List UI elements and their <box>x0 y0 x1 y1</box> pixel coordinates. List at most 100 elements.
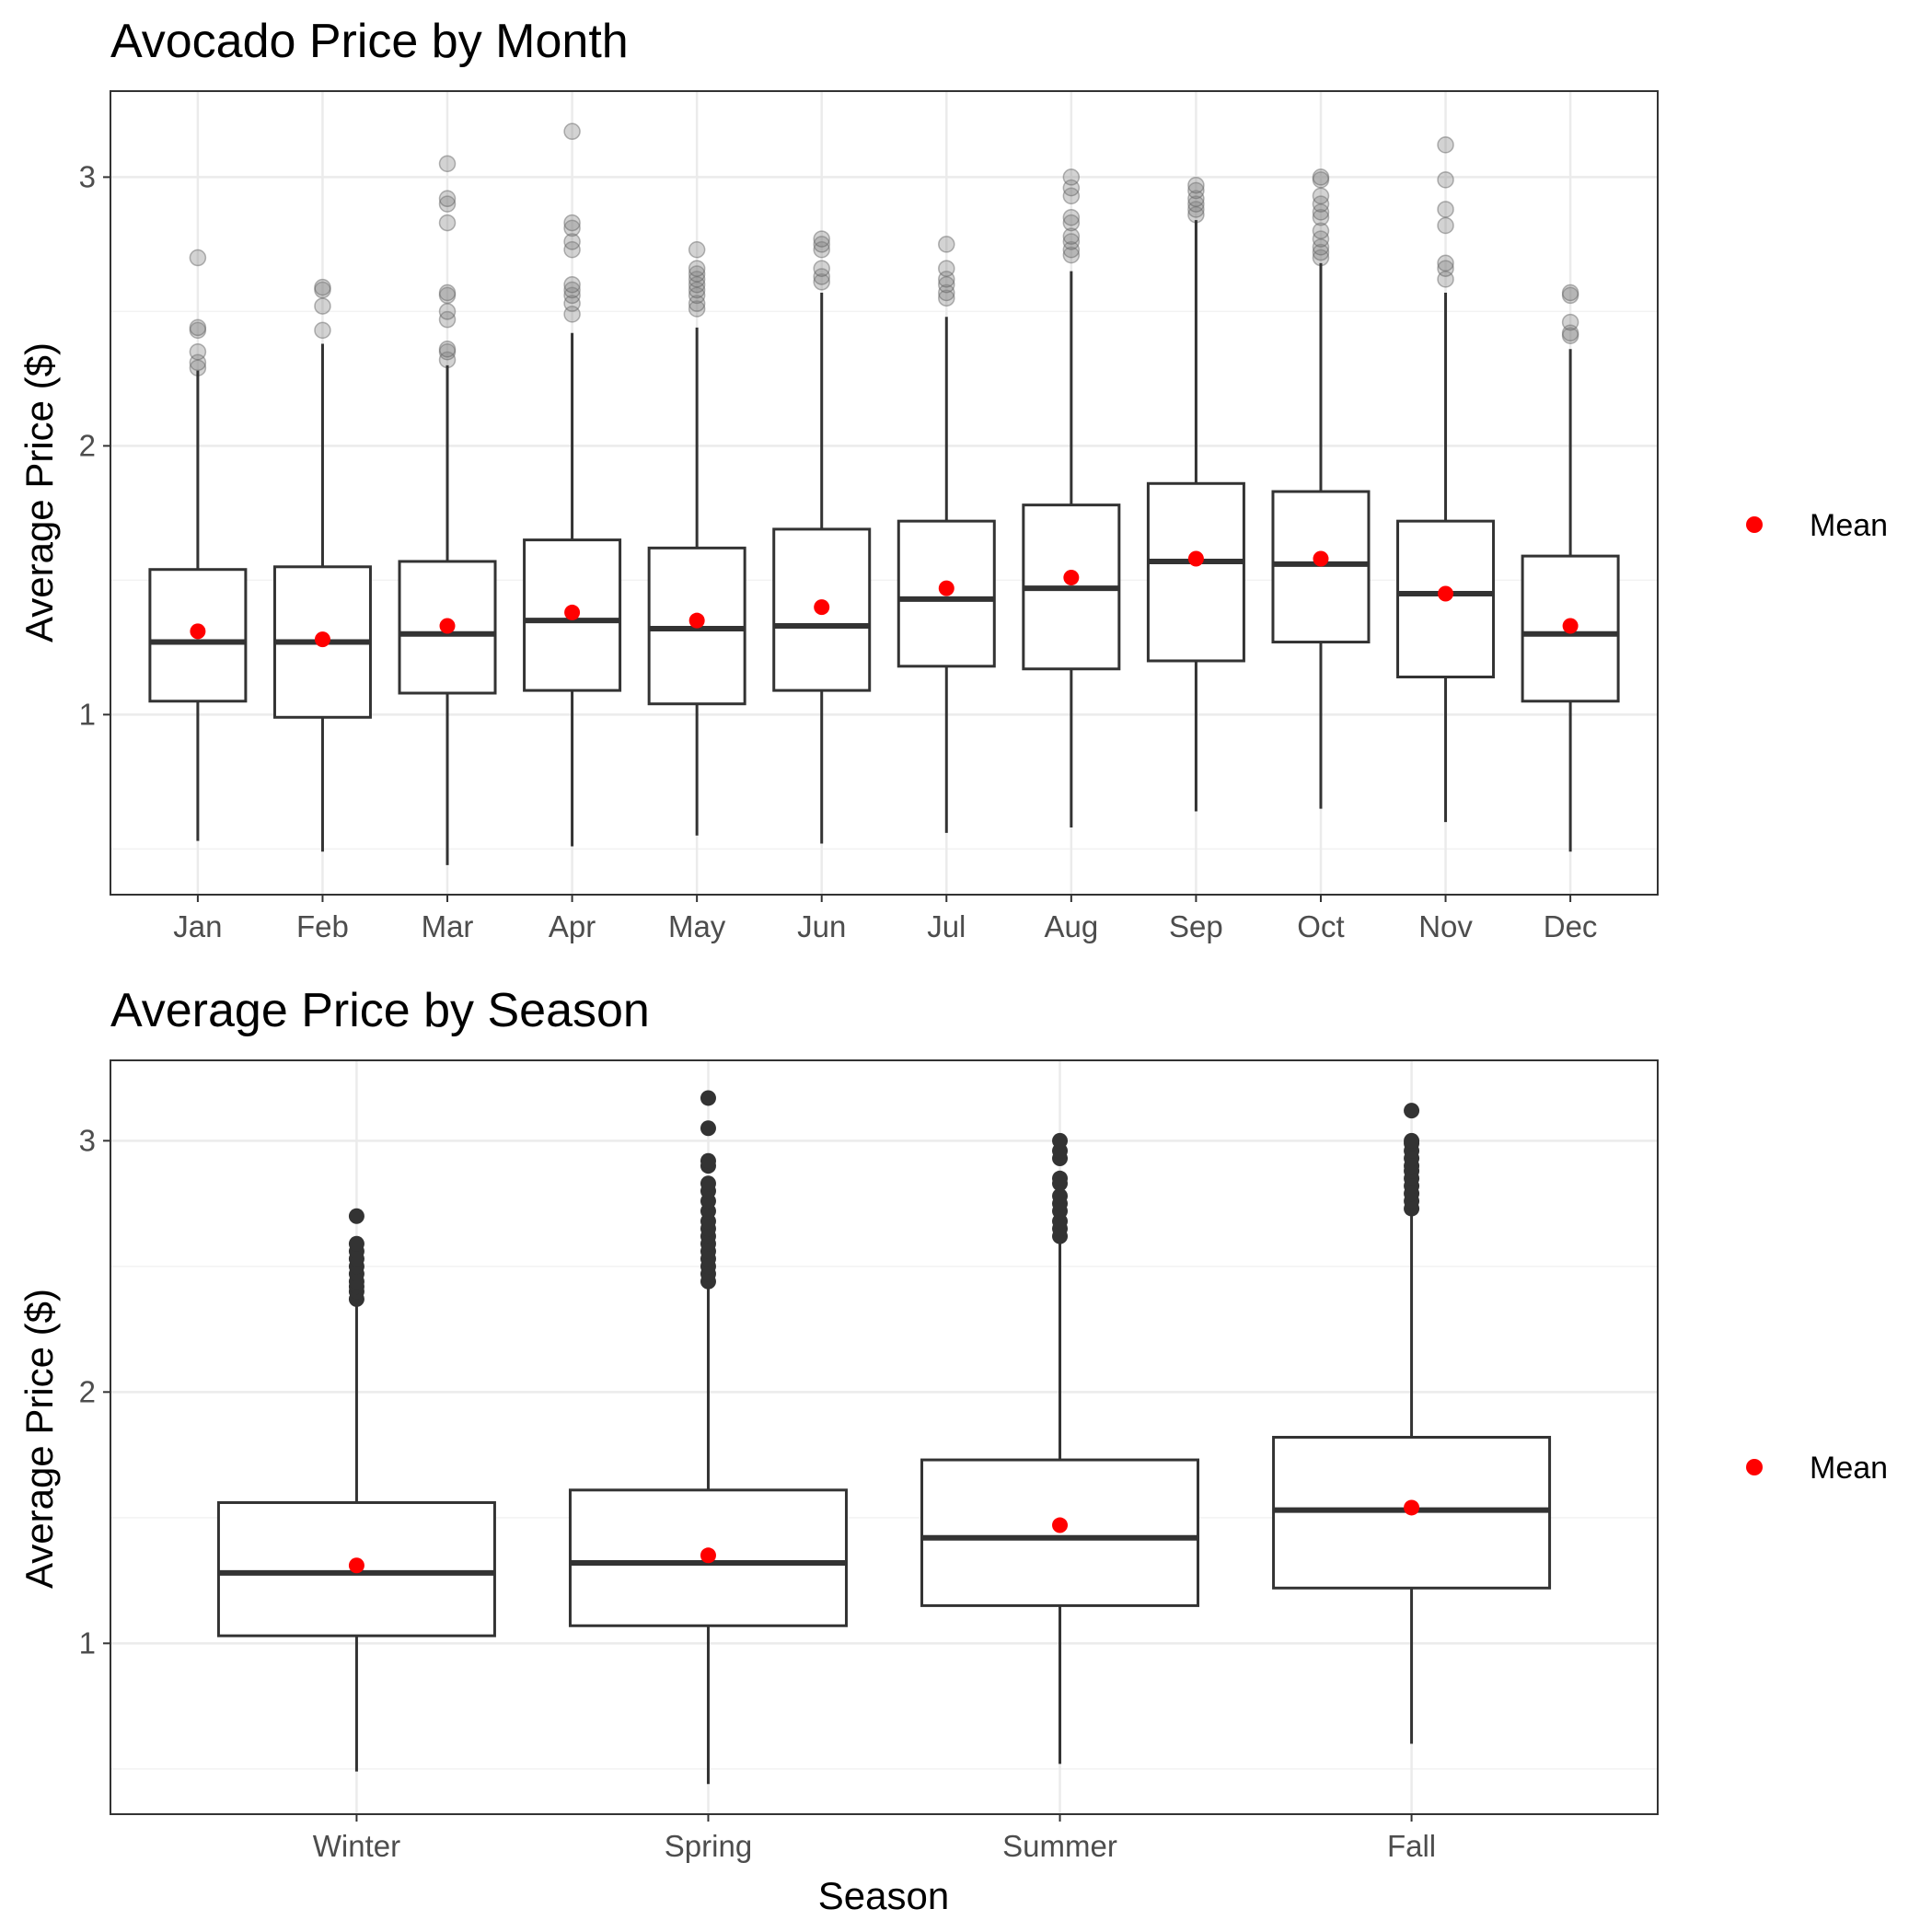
month-outlier-point <box>1312 195 1330 213</box>
month-outlier-point <box>1312 222 1330 240</box>
month-outlier-point <box>688 271 706 288</box>
month-x-tick-label-jan: Jan <box>173 909 222 943</box>
month-outlier-point <box>314 278 331 296</box>
season-box-fall <box>1272 1103 1552 1744</box>
season-mean-point <box>1052 1517 1069 1533</box>
season-chart-legend: Mean <box>1746 1451 1888 1486</box>
month-outlier-point <box>813 241 830 259</box>
month-y-tick-label: 2 <box>79 428 96 462</box>
month-outlier-point <box>688 275 706 294</box>
month-outlier-point <box>563 241 581 259</box>
month-outlier-point <box>938 260 955 277</box>
season-x-tick-label-fall: Fall <box>1387 1829 1436 1863</box>
month-outlier-point <box>189 249 207 267</box>
month-outlier-point <box>438 341 457 358</box>
month-x-tick-label-aug: Aug <box>1044 909 1098 943</box>
month-mean-point <box>1313 550 1329 567</box>
season-chart-axes: 1 2 3 Winter Spring Summer Fall <box>79 1123 1437 1863</box>
season-outlier-point <box>700 1152 716 1169</box>
month-outlier-point <box>813 273 830 291</box>
month-outlier-point <box>563 219 581 237</box>
month-x-tick-label-jul: Jul <box>927 909 966 943</box>
month-outlier-point <box>1062 233 1081 250</box>
month-x-tick-label-oct: Oct <box>1297 909 1344 943</box>
season-chart: Average Price by Season 1 2 3 Winter Spring S… <box>17 984 1888 1917</box>
month-outlier-point <box>688 260 706 277</box>
month-outlier-point <box>1561 313 1579 331</box>
season-outlier-point <box>1052 1170 1069 1186</box>
season-outlier-point <box>700 1175 716 1192</box>
month-outlier-point <box>938 275 955 294</box>
season-outlier-point <box>348 1235 364 1252</box>
month-outlier-point <box>1561 327 1579 344</box>
month-outlier-point <box>1187 195 1205 213</box>
month-mean-point <box>314 631 330 648</box>
season-mean-point <box>1404 1499 1420 1516</box>
month-outlier-point <box>1187 176 1205 194</box>
month-outlier-point <box>688 286 706 305</box>
month-chart-axes: 1 2 3 Jan Feb Mar Apr May Jun Jul Aug Sep Oct Nov Dec <box>79 159 1598 943</box>
month-mean-point <box>1562 618 1579 634</box>
month-panel-background <box>110 91 1658 895</box>
season-box-winter <box>216 1208 496 1772</box>
month-outlier-point <box>438 214 457 232</box>
month-outlier-point <box>813 230 830 248</box>
month-outlier-point <box>189 353 207 372</box>
month-outlier-point <box>688 241 706 259</box>
month-mean-point <box>1063 569 1080 585</box>
season-chart-title: Average Price by Season <box>110 984 650 1037</box>
month-outlier-point <box>438 342 457 361</box>
month-outlier-point <box>1312 171 1330 189</box>
month-outlier-point <box>938 271 955 288</box>
month-outlier-point <box>314 321 331 340</box>
month-legend-mean-label: Mean <box>1810 508 1888 543</box>
month-outlier-point <box>1312 230 1330 248</box>
month-x-tick-label-jun: Jun <box>797 909 846 943</box>
month-mean-point <box>1187 550 1204 567</box>
month-outlier-point <box>813 260 830 277</box>
season-box-spring <box>568 1090 848 1785</box>
month-outlier-point <box>438 283 457 302</box>
month-outlier-point <box>1312 187 1330 205</box>
season-chart-panel-border <box>110 1059 1659 1815</box>
month-iqr-box <box>523 538 622 692</box>
season-legend-mean-key <box>1746 1459 1763 1475</box>
month-outlier-point <box>563 306 581 323</box>
month-box-jul <box>897 236 996 833</box>
month-outlier-point <box>438 190 457 208</box>
season-x-tick-label-winter: Winter <box>313 1829 400 1863</box>
month-outlier-point <box>563 214 581 232</box>
month-outlier-point <box>1561 324 1579 342</box>
season-chart-x-axis-title: Season <box>818 1874 949 1917</box>
season-y-tick-label: 2 <box>79 1374 96 1408</box>
month-y-tick-label: 1 <box>79 697 96 731</box>
month-box-dec <box>1521 283 1620 852</box>
month-outlier-point <box>813 236 830 253</box>
month-x-tick-label-dec: Dec <box>1544 909 1598 943</box>
month-x-tick-label-nov: Nov <box>1418 909 1473 943</box>
month-outlier-point <box>314 297 331 315</box>
month-x-tick-label-sep: Sep <box>1169 909 1223 943</box>
season-chart-y-axis-title: Average Price ($) <box>17 1289 61 1589</box>
month-outlier-point <box>563 233 581 250</box>
month-box-jun <box>772 230 872 844</box>
month-chart-title: Avocado Price by Month <box>110 15 629 68</box>
month-x-tick-label-may: May <box>668 909 726 943</box>
month-outlier-point <box>563 286 581 305</box>
month-outlier-point <box>438 155 457 173</box>
month-outlier-point <box>563 122 581 141</box>
month-box-nov <box>1396 136 1496 823</box>
month-outlier-point <box>1437 216 1454 235</box>
month-mean-point <box>814 599 830 616</box>
season-x-tick-label-summer: Summer <box>1002 1829 1117 1863</box>
season-outlier-point <box>1404 1103 1420 1119</box>
season-outlier-point <box>1052 1187 1069 1204</box>
month-outlier-point <box>688 281 706 299</box>
month-outlier-point <box>1187 201 1205 218</box>
month-box-oct <box>1271 168 1371 809</box>
month-outlier-point <box>938 236 955 253</box>
month-outlier-point <box>563 281 581 299</box>
month-outlier-point <box>189 318 207 337</box>
month-box-jan <box>148 249 248 841</box>
